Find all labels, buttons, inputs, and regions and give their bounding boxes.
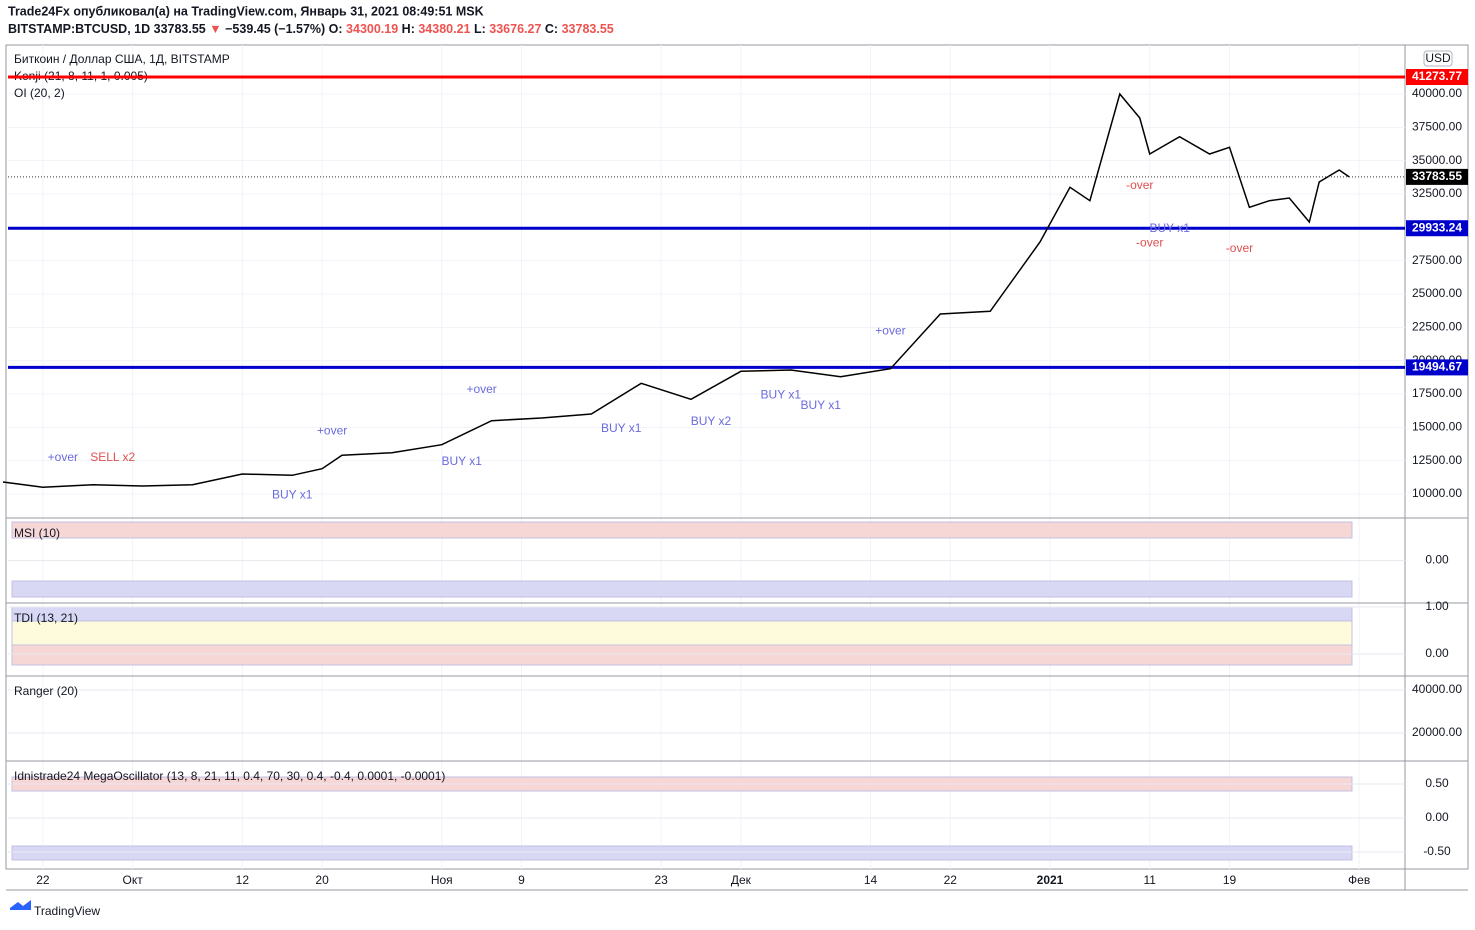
annotation: BUY x1 xyxy=(441,454,482,468)
publisher: Trade24Fx опубликовал(а) на TradingView.… xyxy=(8,4,484,18)
ohlc-label: L: xyxy=(474,22,486,36)
frame xyxy=(5,44,1469,870)
annotation: -over xyxy=(1126,178,1153,192)
logo xyxy=(10,900,31,910)
last-price: 33783.55 xyxy=(154,22,206,36)
y-tick-label: 40000.00 xyxy=(1412,86,1462,100)
pane-band xyxy=(11,620,1353,646)
annotation: +over xyxy=(317,424,347,438)
y-tick-label: 40000.00 xyxy=(1412,682,1462,696)
annotation: BUY x2 xyxy=(691,414,732,428)
pane-title: Idnistrade24 MegaOscillator (13, 8, 21, … xyxy=(14,769,445,783)
annotation: BUY x1 xyxy=(761,388,802,402)
change: −539.45 (−1.57%) xyxy=(225,22,325,36)
currency-badge xyxy=(1423,50,1453,67)
x-tick-label: 22 xyxy=(944,873,958,887)
annotation: BUY x1 xyxy=(1149,221,1190,235)
x-tick-label: 11 xyxy=(1143,873,1156,887)
ohlc-value: 34300.19 xyxy=(346,22,398,36)
annotation: BUY x1 xyxy=(272,488,313,502)
footer: TradingView xyxy=(34,904,100,918)
y-tick-label: 20000.00 xyxy=(1412,725,1462,739)
last-price-label: 33783.55 xyxy=(1412,169,1462,183)
x-tick-label: Ноя xyxy=(431,873,453,887)
y-tick-label: 0.00 xyxy=(1425,646,1449,660)
pane-band xyxy=(11,580,1353,598)
legend-entry: Биткоин / Доллар США, 1Д, BITSTAMP xyxy=(14,52,230,66)
ohlc-label: H: xyxy=(402,22,415,36)
symbol: BITSTAMP:BTCUSD, 1D xyxy=(8,22,150,36)
x-tick-label: 20 xyxy=(315,873,329,887)
pane-title: MSI (10) xyxy=(14,526,60,540)
level-label: 19494.67 xyxy=(1412,360,1462,374)
annotation: -over xyxy=(1136,236,1163,250)
y-tick-label: 22500.00 xyxy=(1412,320,1462,334)
level-badge xyxy=(1406,220,1468,237)
annotation: SELL x2 xyxy=(90,450,135,464)
annotation: -over xyxy=(1226,241,1253,255)
pane-band xyxy=(11,606,1353,622)
x-tick-label: Дек xyxy=(731,873,752,887)
x-tick-label: 22 xyxy=(36,873,50,887)
pane-title: Ranger (20) xyxy=(14,684,78,698)
annotation: +over xyxy=(875,324,905,338)
x-tick-label: 23 xyxy=(654,873,668,887)
x-tick-label: Окт xyxy=(123,873,144,887)
annotation: BUY x1 xyxy=(601,421,642,435)
ohlc-value: 33783.55 xyxy=(562,22,614,36)
level-badge xyxy=(1406,69,1468,86)
last-price-badge xyxy=(1406,168,1468,185)
y-tick-label: 35000.00 xyxy=(1412,153,1462,167)
x-tick-label: 14 xyxy=(864,873,878,887)
y-tick-label: 0.00 xyxy=(1425,553,1449,567)
annotation: +over xyxy=(48,450,78,464)
x-tick-label: 2021 xyxy=(1037,873,1064,887)
y-tick-label: -0.50 xyxy=(1423,844,1451,858)
symbol-line: BITSTAMP:BTCUSD, 1D 33783.55 ▼ −539.45 (… xyxy=(8,22,614,36)
currency: USD xyxy=(1425,51,1451,65)
y-tick-label: 12500.00 xyxy=(1412,453,1462,467)
y-tick-label: 1.00 xyxy=(1425,599,1449,613)
y-tick-label: 32500.00 xyxy=(1412,186,1462,200)
level-badge xyxy=(1406,359,1468,376)
price-line xyxy=(2,92,1350,489)
y-tick-label: 27500.00 xyxy=(1412,253,1462,267)
y-tick-label: 37500.00 xyxy=(1412,120,1462,134)
ohlc-value: 34380.21 xyxy=(418,22,470,36)
x-tick-label: 9 xyxy=(518,873,525,887)
level-label: 29933.24 xyxy=(1412,220,1462,234)
pane-title: TDI (13, 21) xyxy=(14,611,78,625)
annotation: +over xyxy=(466,382,496,396)
y-tick-label: 25000.00 xyxy=(1412,286,1462,300)
y-tick-label: 0.00 xyxy=(1425,810,1449,824)
x-tick-label: 19 xyxy=(1223,873,1237,887)
x-tick-label: Фев xyxy=(1348,873,1370,887)
annotation: BUY x1 xyxy=(800,398,841,412)
pane-band xyxy=(11,845,1353,861)
ohlc-value: 33676.27 xyxy=(489,22,541,36)
legend-entry: OI (20, 2) xyxy=(14,86,65,100)
change-arrow: ▼ xyxy=(209,22,221,36)
y-tick-label: 0.50 xyxy=(1425,776,1449,790)
y-tick-label: 15000.00 xyxy=(1412,420,1462,434)
ohlc-label: O: xyxy=(329,22,343,36)
ohlc-label: C: xyxy=(545,22,558,36)
y-tick-label: 17500.00 xyxy=(1412,386,1462,400)
level-label: 41273.77 xyxy=(1412,69,1462,83)
y-tick-label: 10000.00 xyxy=(1412,486,1462,500)
x-tick-label: 12 xyxy=(236,873,250,887)
pane-band xyxy=(11,644,1353,666)
pane-band xyxy=(11,521,1353,539)
